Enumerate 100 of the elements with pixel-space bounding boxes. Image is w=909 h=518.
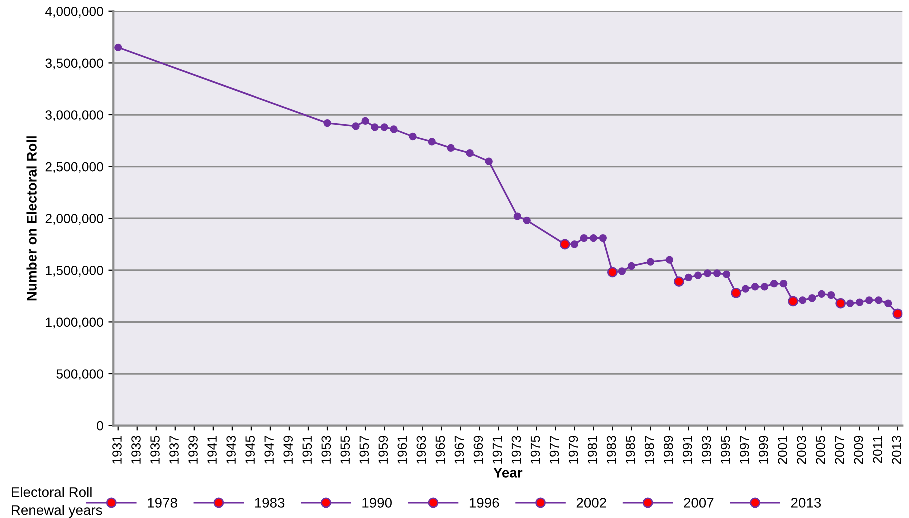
point <box>324 119 332 128</box>
point <box>371 124 379 132</box>
y-tick-label: 1,000,000 <box>46 318 104 329</box>
point <box>760 283 769 291</box>
x-tick-label: 1993 <box>702 436 712 464</box>
x-tick-label: 1961 <box>398 436 408 464</box>
y-tick-label: 2,000,000 <box>46 214 104 226</box>
legend-label: 2007 <box>684 498 714 508</box>
point <box>780 280 788 288</box>
x-tick-label: 2007 <box>835 436 844 464</box>
x-tick-label: 1997 <box>740 436 750 464</box>
x-tick-label: 1995 <box>720 436 730 464</box>
x-tick-label: 1991 <box>682 436 692 464</box>
y-tick-label: 0 <box>97 421 104 431</box>
x-tick-label: 1943 <box>226 436 236 464</box>
x-tick-label: 1959 <box>378 436 388 464</box>
point <box>580 234 588 242</box>
point <box>466 150 474 158</box>
x-tick-label: 1987 <box>644 436 654 464</box>
x-tick-label: 1975 <box>530 436 540 464</box>
point <box>628 262 636 270</box>
legend-label: 2013 <box>791 498 822 508</box>
x-tick-label: 1971 <box>492 436 502 464</box>
y-tick-label: 4,000,000 <box>46 6 104 18</box>
x-tick-label: 1951 <box>302 436 312 464</box>
legend-label: 1996 <box>470 498 500 508</box>
point <box>599 234 608 242</box>
point <box>751 283 760 291</box>
x-tick-label: 1969 <box>474 436 484 464</box>
x-tick-label: 1979 <box>568 436 578 464</box>
point <box>390 126 398 134</box>
x-tick-label: 1985 <box>626 436 636 464</box>
point <box>808 294 816 302</box>
legend-title: Electoral Roll Renewal years <box>12 487 102 518</box>
point <box>799 296 807 304</box>
x-tick-label: 1957 <box>360 436 370 464</box>
legend-label: 2002 <box>576 498 606 508</box>
x-tick-label: 1965 <box>436 436 446 464</box>
point <box>590 234 598 242</box>
x-tick-label: 2005 <box>816 436 826 464</box>
x-tick-label: 1967 <box>454 436 464 464</box>
point <box>770 280 778 288</box>
point <box>114 44 122 52</box>
point <box>828 291 836 300</box>
point <box>704 270 712 278</box>
point <box>666 256 674 264</box>
x-tick-label: 1941 <box>208 436 217 464</box>
x-tick-label: 1973 <box>512 436 522 464</box>
point <box>742 285 750 293</box>
point <box>684 274 693 282</box>
legend-label: 1990 <box>362 498 392 508</box>
point <box>523 216 531 224</box>
point <box>352 122 360 130</box>
point <box>875 296 883 304</box>
point <box>866 296 874 304</box>
x-tick-label: 1935 <box>150 436 160 464</box>
y-tick-label: 2,500,000 <box>46 162 104 174</box>
x-tick-label: 2009 <box>854 436 864 464</box>
x-tick-label: 1977 <box>550 436 560 464</box>
x-tick-label: 1945 <box>246 436 256 464</box>
point <box>846 300 854 308</box>
point <box>713 270 722 278</box>
point <box>818 290 826 298</box>
point <box>646 258 655 266</box>
y-tick-label: 3,500,000 <box>46 58 104 70</box>
legend-label: 1978 <box>148 498 178 508</box>
x-tick-label: 2001 <box>778 436 788 464</box>
x-tick-label: 1955 <box>340 436 350 464</box>
point <box>618 268 626 276</box>
point <box>884 300 892 308</box>
x-tick-label: 2013 <box>892 436 902 464</box>
x-tick-label: 1953 <box>322 436 332 464</box>
point <box>380 124 388 132</box>
x-axis-title: Year <box>494 468 523 478</box>
point <box>856 298 864 306</box>
x-tick-label: 1981 <box>588 436 598 464</box>
x-tick-label: 2003 <box>797 436 806 464</box>
y-tick-label: 1,500,000 <box>46 266 104 277</box>
x-tick-label: 2011 <box>873 436 882 464</box>
legend-label: 1983 <box>255 498 285 508</box>
point <box>722 270 731 278</box>
y-axis-title: Number on Electoral Roll <box>26 136 37 301</box>
point <box>570 240 578 248</box>
x-tick-label: 1947 <box>264 436 274 464</box>
point <box>514 212 522 220</box>
point <box>694 272 702 280</box>
x-tick-label: 1989 <box>664 436 674 464</box>
x-tick-label: 1933 <box>132 436 141 464</box>
x-tick-label: 1983 <box>606 436 616 464</box>
point <box>447 144 455 152</box>
x-tick-label: 1999 <box>758 436 768 464</box>
y-tick-label: 3,000,000 <box>46 110 104 122</box>
x-tick-label: 1963 <box>416 436 426 464</box>
x-tick-label: 1939 <box>188 436 198 464</box>
x-tick-label: 1931 <box>112 436 122 464</box>
point <box>409 132 417 141</box>
point <box>428 138 436 146</box>
x-tick-label: 1937 <box>170 436 179 464</box>
y-tick-label: 500,000 <box>56 370 104 380</box>
point <box>485 158 493 166</box>
